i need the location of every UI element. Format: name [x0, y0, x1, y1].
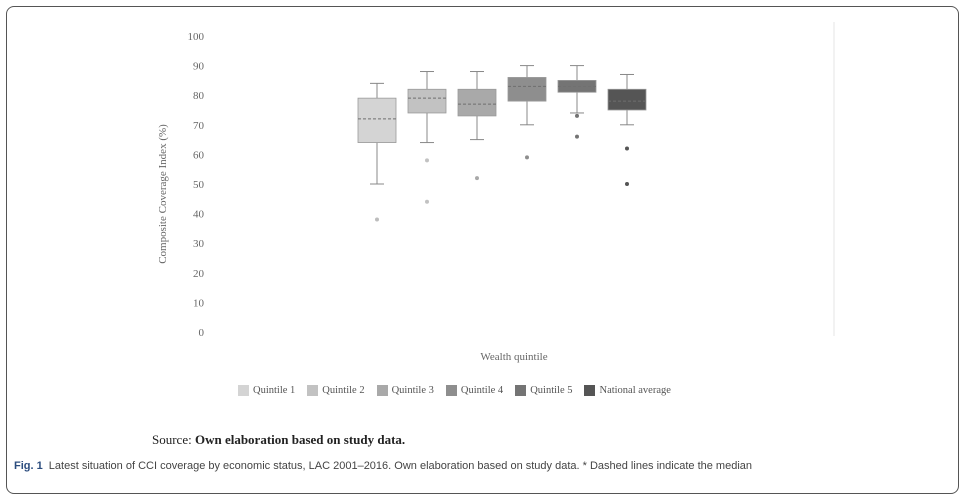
legend-swatch — [445, 385, 457, 396]
legend-item: Quintile 1 — [238, 385, 295, 396]
legend-item: Quintile 4 — [445, 385, 504, 396]
y-tick-label: 0 — [199, 327, 205, 339]
box-6 — [607, 88, 647, 111]
source-note: Source: Own elaboration based on study d… — [152, 432, 405, 448]
legend-item: Quintile 3 — [376, 385, 434, 396]
legend-item: Quintile 5 — [515, 385, 572, 396]
box-2 — [407, 88, 447, 114]
outlier-point — [575, 134, 579, 139]
legend-label: Quintile 4 — [460, 385, 504, 396]
legend-swatch — [376, 385, 388, 396]
legend-label: Quintile 1 — [253, 385, 296, 396]
outlier-point — [575, 113, 579, 118]
y-tick-label: 50 — [193, 179, 205, 191]
y-tick-label: 20 — [193, 268, 205, 280]
outlier-point — [525, 155, 529, 160]
legend-swatch — [515, 385, 527, 396]
y-tick-label: 40 — [193, 209, 205, 221]
legend-label: Quintile 3 — [391, 385, 434, 396]
legend-swatch — [238, 385, 249, 396]
figure-frame — [6, 6, 959, 494]
y-tick-label: 60 — [193, 149, 205, 161]
outlier-point — [425, 199, 429, 204]
legend-label: Quintile 2 — [322, 385, 365, 396]
figure-label: Fig. 1 — [14, 460, 43, 472]
source-prefix: Source: — [152, 432, 195, 447]
figure-caption: Fig. 1 Latest situation of CCI coverage … — [14, 458, 944, 474]
legend-item: National average — [584, 385, 671, 396]
source-text: Own elaboration based on study data. — [194, 432, 406, 447]
y-tick-label: 10 — [193, 297, 205, 309]
chart-legend: Quintile 1 Quintile 2 Quintile 3 Quintile 4… — [238, 385, 671, 396]
legend-item: Quintile 2 — [307, 385, 365, 396]
y-tick-label: 100 — [188, 31, 205, 43]
legend-label: National average — [599, 385, 671, 396]
legend-swatch — [584, 385, 596, 396]
y-tick-label: 70 — [193, 120, 205, 132]
box-1 — [357, 97, 397, 143]
legend-swatch — [307, 385, 319, 396]
caption-text: Latest situation of CCI coverage by econ… — [48, 460, 753, 472]
y-tick-label: 80 — [193, 90, 205, 102]
y-tick-label: 30 — [193, 238, 205, 250]
outlier-point — [475, 176, 479, 181]
box-3 — [457, 88, 497, 117]
y-axis-label: Composite Coverage Index (%) — [157, 124, 169, 264]
legend-label: Quintile 5 — [530, 385, 573, 396]
outlier-point — [425, 158, 429, 163]
y-tick-label: 90 — [193, 61, 205, 73]
outlier-point — [625, 182, 629, 186]
box-4 — [507, 77, 547, 102]
x-axis-label: Wealth quintile — [480, 351, 547, 363]
outlier-point — [375, 217, 379, 222]
outlier-point — [625, 146, 629, 151]
